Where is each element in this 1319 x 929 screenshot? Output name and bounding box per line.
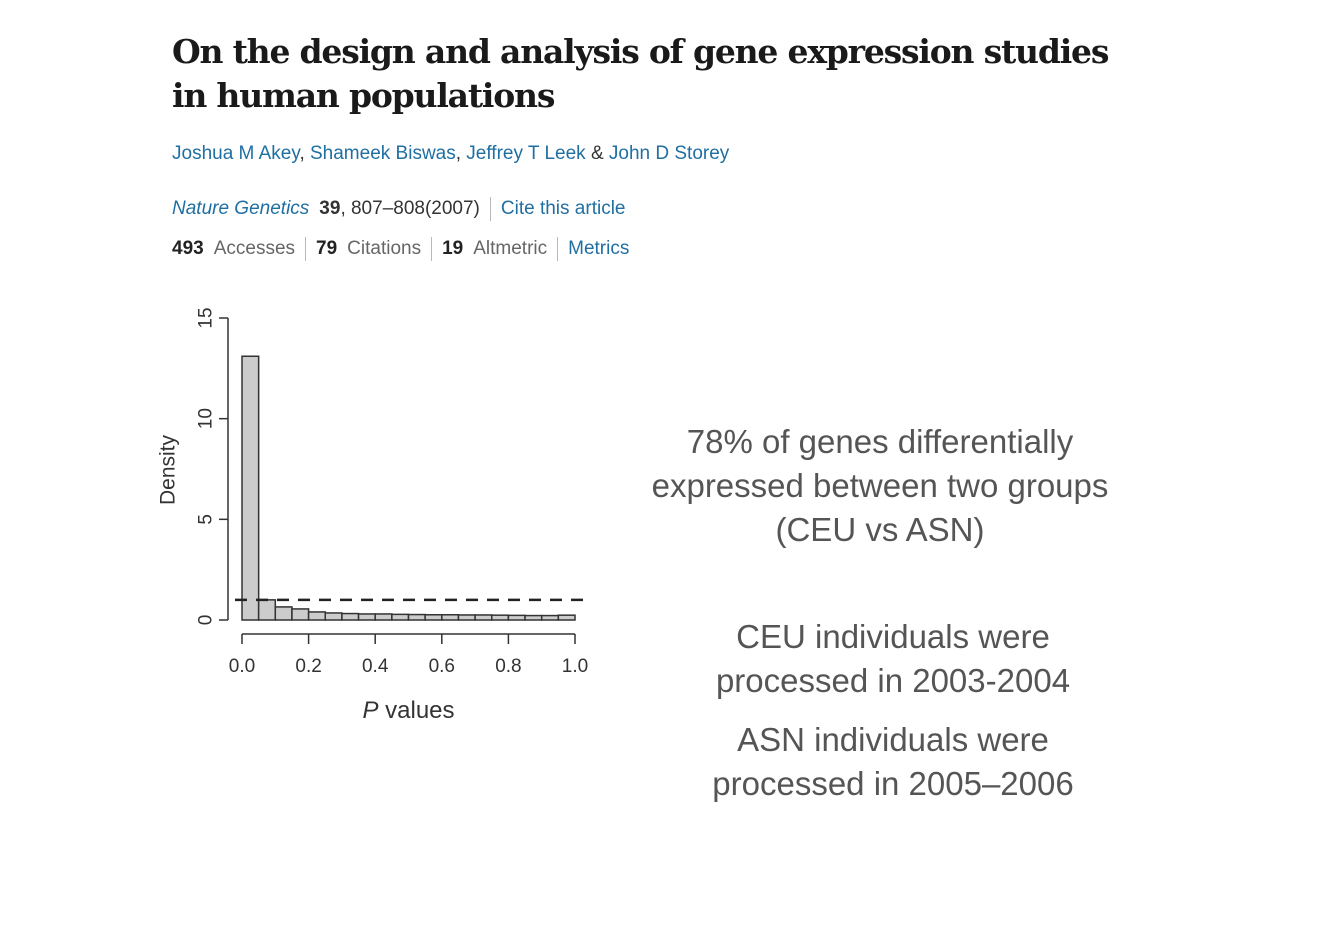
author-link[interactable]: Jeffrey T Leek <box>466 143 586 164</box>
pages-year: , 807–808(2007) <box>340 198 480 219</box>
histogram-bar <box>241 355 260 621</box>
histogram-bar <box>407 613 426 621</box>
author-link[interactable]: John D Storey <box>608 143 730 164</box>
article-title: On the design and analysis of gene expre… <box>172 30 1172 118</box>
histogram-bar <box>374 613 393 621</box>
asn-line-1: ASN individuals were <box>737 721 1049 758</box>
asn-note: ASN individuals were processed in 2005–2… <box>653 718 1133 806</box>
title-line-2: in human populations <box>172 76 555 115</box>
author-link[interactable]: Shameek Biswas <box>310 143 456 164</box>
histogram-bar <box>341 612 360 621</box>
x-tick-label: 1.0 <box>562 656 588 677</box>
ceu-line-1: CEU individuals were <box>736 618 1050 655</box>
summary-note: 78% of genes differentially expressed be… <box>620 420 1140 552</box>
x-axis-label-italic: P <box>362 697 378 724</box>
x-tick-label: 0.0 <box>229 656 255 677</box>
citation-line: Nature Genetics 39 , 807–808(2007) Cite … <box>172 197 626 221</box>
altmetric-label: Altmetric <box>473 238 548 259</box>
histogram-bar <box>424 614 443 621</box>
author-separator: , <box>299 143 305 164</box>
x-tick-label: 0.6 <box>429 656 455 677</box>
summary-line-3: (CEU vs ASN) <box>775 511 985 548</box>
histogram-bar <box>274 606 293 621</box>
journal-name: Nature Genetics <box>172 198 310 219</box>
citations-label: Citations <box>347 238 422 259</box>
x-axis: 0.0 0.2 0.4 0.6 0.8 1.0 <box>229 633 588 677</box>
histogram-bar <box>491 614 510 621</box>
volume: 39 <box>319 198 341 219</box>
author-link[interactable]: Joshua M Akey <box>172 143 300 164</box>
divider <box>431 237 433 261</box>
summary-line-1: 78% of genes differentially <box>686 423 1074 460</box>
divider <box>557 237 559 261</box>
author-separator: , <box>455 143 462 164</box>
histogram-bar <box>324 612 343 621</box>
histogram-bar <box>257 599 277 621</box>
histogram-bar <box>391 613 410 621</box>
y-tick-label: 0 <box>196 615 217 626</box>
y-tick-label: 5 <box>196 514 217 525</box>
metrics-bar: 493 Accesses 79 Citations 19 Altmetric M… <box>172 237 629 261</box>
accesses-label: Accesses <box>213 238 296 259</box>
histogram-bar <box>307 611 327 621</box>
histogram-bars <box>241 355 576 621</box>
summary-line-2: expressed between two groups <box>651 467 1109 504</box>
histogram-bar <box>474 614 493 621</box>
title-line-1: On the design and analysis of gene expre… <box>172 32 1109 71</box>
author-separator: & <box>590 143 604 164</box>
histogram-bar <box>357 613 376 621</box>
divider <box>305 237 307 261</box>
y-axis-label: Density <box>157 434 180 505</box>
histogram-bar <box>291 608 310 621</box>
histogram-bar <box>524 614 543 621</box>
x-tick-label: 0.8 <box>495 656 521 677</box>
author-list: Joshua M Akey, Shameek Biswas, Jeffrey T… <box>172 143 729 165</box>
ceu-note: CEU individuals were processed in 2003-2… <box>653 615 1133 703</box>
x-axis-label-text: values <box>378 697 454 724</box>
y-axis: 0 5 10 15 <box>196 307 229 625</box>
y-tick-label: 10 <box>196 408 217 429</box>
y-tick-label: 15 <box>196 307 217 328</box>
histogram-bar <box>557 614 576 621</box>
x-axis-label: P values <box>362 697 454 724</box>
asn-line-2: processed in 2005–2006 <box>712 765 1074 802</box>
cite-article-link[interactable]: Cite this article <box>500 198 626 219</box>
metrics-link[interactable]: Metrics <box>568 238 630 259</box>
histogram-bar <box>441 614 460 621</box>
x-tick-label: 0.2 <box>295 656 321 677</box>
x-tick-label: 0.4 <box>362 656 389 677</box>
histogram-bar <box>457 614 476 621</box>
histogram-bar <box>540 614 560 621</box>
altmetric-count: 19 <box>442 238 464 259</box>
histogram-bar <box>507 614 526 621</box>
ceu-line-2: processed in 2003-2004 <box>715 662 1071 699</box>
citations-count: 79 <box>316 238 338 259</box>
divider <box>489 197 491 221</box>
accesses-count: 493 <box>172 238 204 259</box>
p-value-histogram: 0 5 10 15 0.0 0.2 0.4 0.6 0.8 1.0 Density P valu… <box>157 307 592 724</box>
